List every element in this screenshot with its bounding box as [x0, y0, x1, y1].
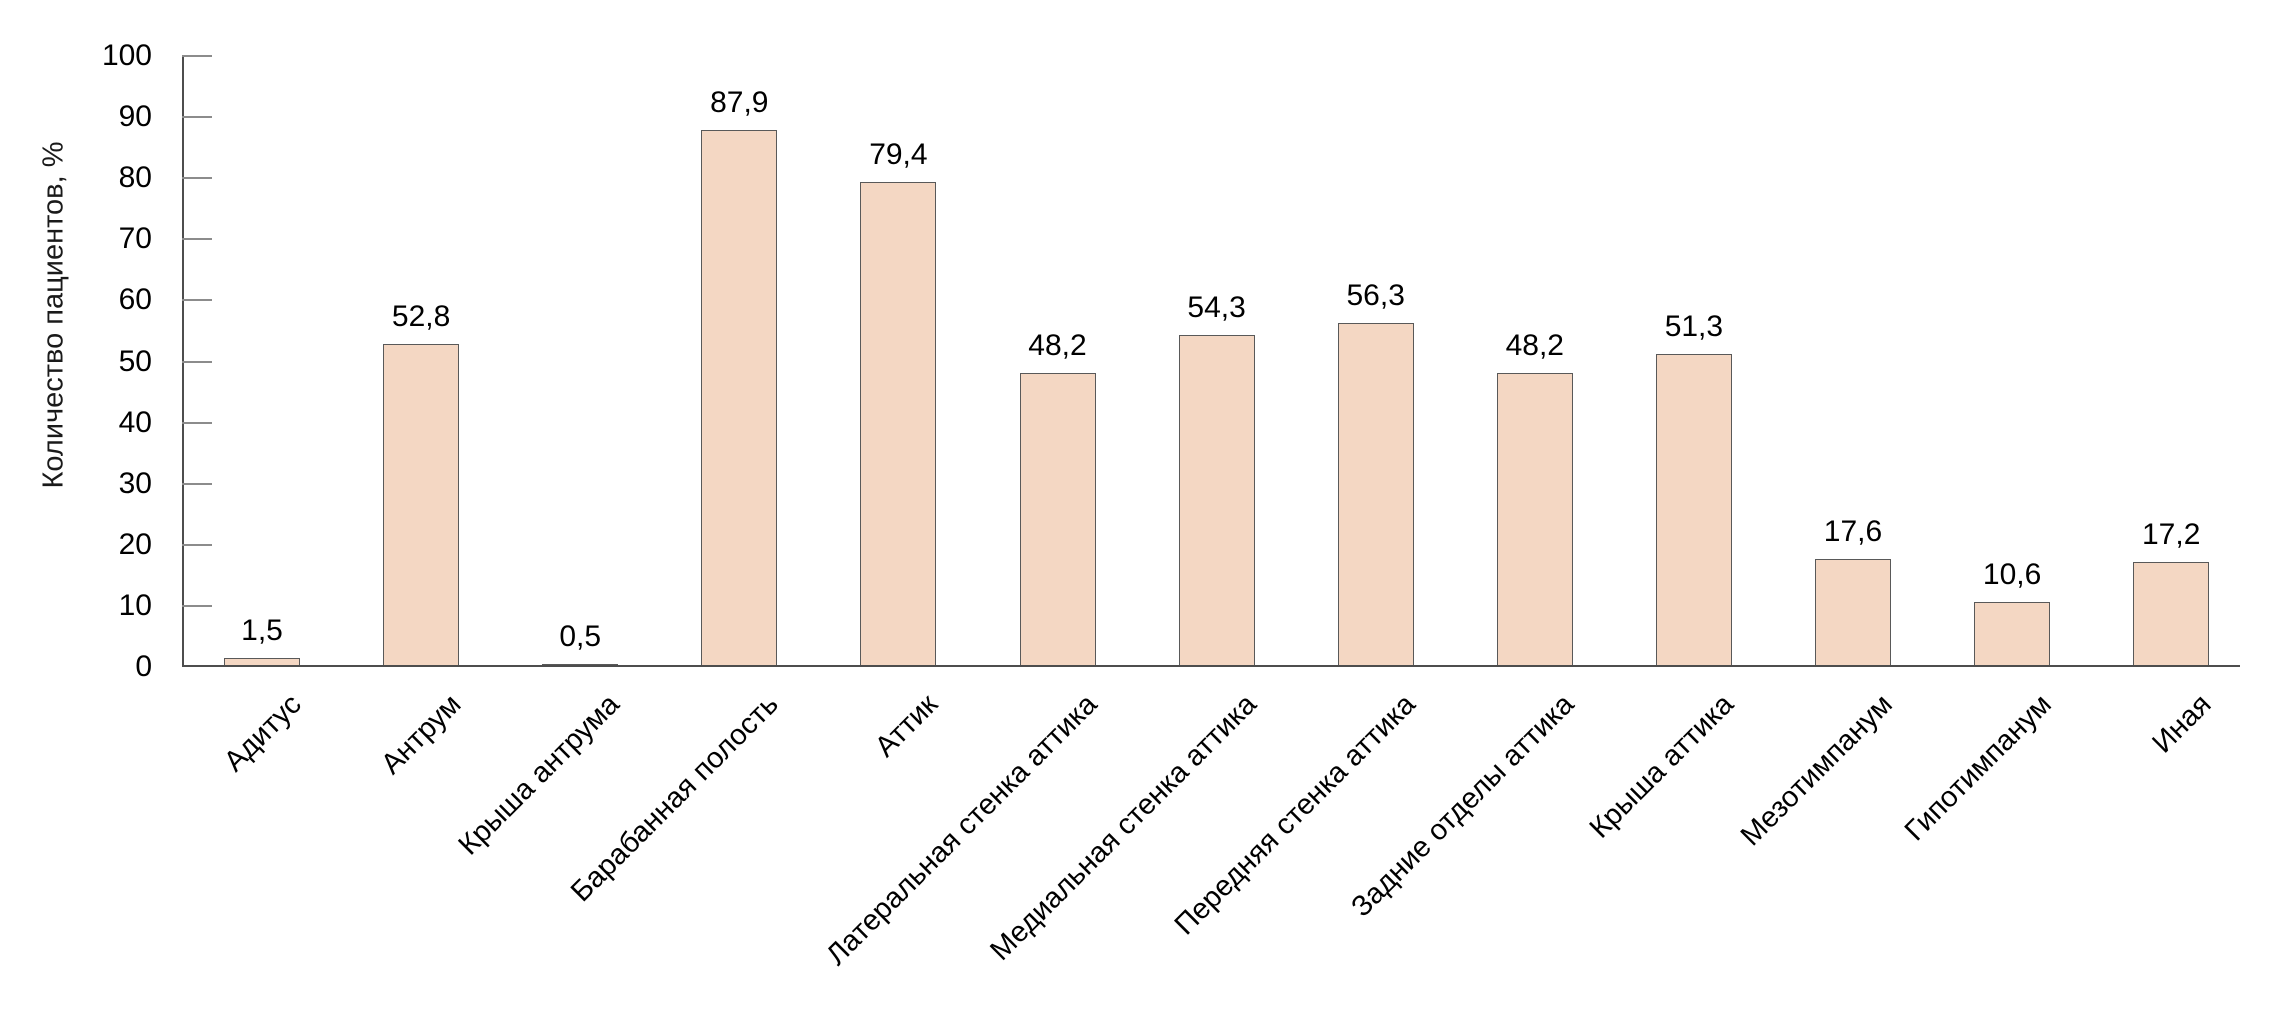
bar-value-label: 79,4 [869, 137, 928, 171]
y-tick [182, 116, 212, 119]
bar-value-label: 17,6 [1823, 515, 1883, 549]
plot-area: 1,5 52,8 0,5 87,9 79,4 48,2 54,3 56,3 48,2 51,3 17… [182, 55, 2240, 667]
bar-value-label: 48,2 [1028, 328, 1087, 362]
bar-value-label: 17,2 [2141, 517, 2201, 551]
y-tick [182, 604, 212, 607]
y-tick-label: 70 [118, 222, 152, 256]
bar-value-label: 87,9 [710, 85, 769, 119]
x-category-label: Гипотимпанум [1899, 688, 2059, 848]
y-tick-label: 50 [118, 344, 152, 378]
y-tick [182, 299, 212, 302]
bar [1019, 372, 1096, 667]
x-axis-line [182, 665, 2240, 667]
bar [1496, 372, 1573, 667]
y-tick-label: 10 [118, 588, 152, 622]
y-tick-label: 60 [118, 283, 152, 317]
bar [383, 344, 460, 667]
x-category-label: Иная [2145, 688, 2218, 760]
y-tick-label: 90 [118, 100, 152, 134]
y-tick [182, 55, 212, 57]
bar-value-label: 10,6 [1982, 558, 2042, 592]
x-category-label: Крыша аттика [1583, 688, 1740, 845]
bar [1815, 559, 1891, 667]
y-tick-label: 20 [118, 527, 152, 561]
y-tick-label: 80 [118, 161, 152, 195]
bar-value-label: 48,2 [1505, 328, 1564, 362]
bar [1178, 335, 1255, 667]
y-tick [182, 482, 212, 485]
bar [1974, 602, 2051, 667]
y-tick-label: 40 [118, 405, 152, 439]
bar [1655, 353, 1732, 667]
x-category-label: Мезотимпанум [1734, 688, 1899, 853]
bar [1337, 323, 1414, 667]
y-tick-label: 100 [101, 39, 152, 72]
bar-value-label: 51,3 [1664, 309, 1724, 343]
x-category-label: Латеральная стенка аттика [820, 688, 1104, 972]
x-category-label: Адитус [218, 688, 308, 778]
bar-value-label: 1,5 [241, 613, 283, 647]
x-category-label: Крыша антрума [453, 688, 627, 862]
bar [701, 129, 778, 667]
y-tick [182, 177, 212, 180]
bar-value-label: 54,3 [1187, 291, 1246, 325]
x-category-label: Антрум [374, 688, 468, 781]
y-tick [182, 238, 212, 241]
bar-value-label: 56,3 [1346, 279, 1405, 313]
bar [2133, 561, 2210, 667]
x-category-label: Аттик [869, 688, 945, 764]
bar-value-label: 0,5 [559, 619, 602, 653]
y-tick [182, 421, 212, 424]
bar [860, 181, 937, 667]
bar-value-label: 52,8 [391, 300, 451, 334]
y-tick [182, 360, 212, 363]
x-category-label: Медиальная стенка аттика [983, 688, 1263, 967]
y-tick [182, 543, 212, 546]
y-tick-label: 0 [135, 650, 152, 683]
y-tick-label: 30 [118, 466, 152, 500]
